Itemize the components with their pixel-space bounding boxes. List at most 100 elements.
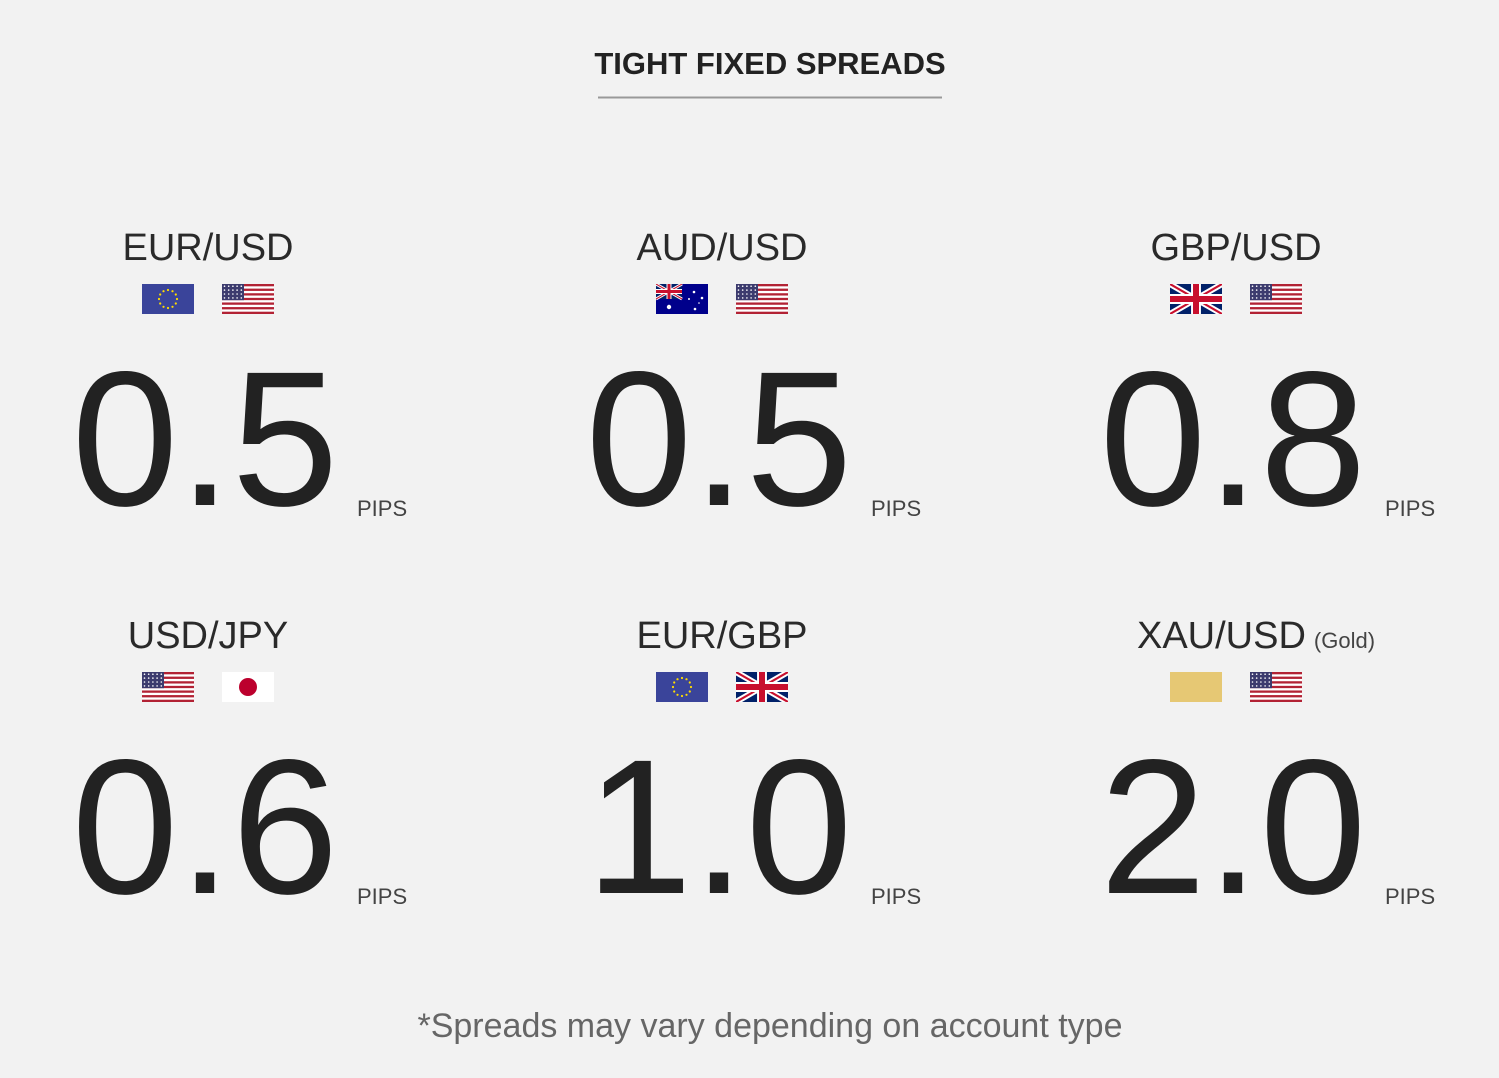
flag-star: [240, 289, 243, 291]
flag-star: [1264, 289, 1266, 291]
pair-name: XAU/USD: [1137, 615, 1306, 657]
flag-star: [673, 690, 676, 693]
flag-stripe: [1250, 307, 1302, 310]
flag-star: [1255, 677, 1258, 679]
spread-value: 0.5: [72, 331, 339, 546]
flag-star: [1260, 673, 1262, 675]
flag-star: [240, 297, 243, 299]
flag-star: [240, 285, 243, 288]
pair-label: XAU/USD (Gold): [1137, 615, 1375, 657]
flag-stripe: [736, 293, 788, 296]
flag-cross-red: [736, 672, 788, 702]
flag-star: [227, 293, 230, 295]
pair-label: GBP/USD: [1150, 227, 1321, 269]
flag-stripe: [736, 286, 788, 289]
pair-name: EUR/GBP: [636, 615, 807, 657]
flag-star: [741, 297, 744, 299]
flag-stripe: [142, 699, 194, 702]
flag-us: [222, 284, 274, 314]
flag-field: [1170, 672, 1222, 702]
flag-star: [162, 290, 165, 293]
flag-star: [1255, 297, 1258, 299]
flag-us: [736, 284, 788, 314]
flag-star: [1260, 293, 1262, 295]
flag-stripe: [1250, 300, 1302, 303]
flag-star: [698, 302, 700, 304]
flag-stripe: [1250, 284, 1302, 287]
flag-stripe: [1250, 695, 1302, 698]
flag-star: [737, 285, 740, 288]
pair-name: GBP/USD: [1150, 227, 1321, 269]
flag-stripe: [1250, 681, 1302, 684]
flag-stripe: [736, 297, 788, 301]
flag-star: [157, 297, 161, 301]
spread-unit: PIPS: [871, 884, 921, 909]
flag-star: [143, 681, 146, 683]
flag-star: [160, 673, 163, 675]
flag-star: [166, 306, 170, 310]
pair-name: EUR/USD: [122, 227, 293, 269]
flag-stripe: [222, 302, 274, 306]
flag-star: [160, 681, 163, 683]
flag-star: [754, 293, 757, 295]
flag-star: [1260, 681, 1262, 683]
flag-star: [750, 285, 752, 288]
flag-star: [1264, 681, 1266, 683]
flag-canton: [222, 284, 244, 301]
flag-star: [688, 681, 691, 684]
spread-unit: PIPS: [357, 496, 407, 521]
flag-us: [1250, 284, 1302, 314]
flag-stripe: [736, 302, 788, 306]
flag-star: [147, 685, 150, 687]
flag-stripe: [736, 309, 788, 312]
flag-star: [673, 681, 676, 684]
flag-stripe: [222, 311, 274, 314]
flag-star: [159, 293, 162, 296]
flag-star: [1268, 289, 1271, 291]
flag-us: [1250, 672, 1302, 702]
flag-star: [689, 685, 693, 689]
flag-stripe: [142, 683, 194, 687]
flag-stripe: [736, 295, 788, 299]
flag-canton: [142, 672, 164, 689]
pair-note: (Gold): [1314, 628, 1375, 653]
spread-value: 0.5: [586, 331, 853, 546]
flag-star: [666, 304, 672, 310]
flag-star: [166, 288, 170, 292]
flag-star: [1268, 673, 1271, 675]
pair-label: EUR/USD: [122, 227, 293, 269]
spread-unit: PIPS: [1385, 496, 1435, 521]
flag-star: [1251, 289, 1254, 291]
pair-label: EUR/GBP: [636, 615, 807, 657]
flag-star: [676, 693, 679, 696]
flag-star: [737, 293, 740, 295]
flag-stripe: [1250, 683, 1302, 687]
flag-stripe: [736, 300, 788, 303]
flag-star: [676, 678, 679, 681]
flag-us: [142, 672, 194, 702]
flag-stripe: [222, 307, 274, 310]
flag-star: [680, 676, 684, 680]
flag-eu: [142, 284, 194, 314]
flag-star: [1268, 293, 1271, 295]
flag-star: [688, 690, 691, 693]
flag-star: [1260, 285, 1262, 288]
flag-stripe: [1250, 690, 1302, 694]
flag-stripe: [142, 681, 194, 684]
flag-star: [1251, 285, 1254, 288]
flag-star: [236, 293, 238, 295]
flag-star: [750, 293, 752, 295]
pair-name: AUD/USD: [636, 227, 807, 269]
flag-star: [223, 293, 226, 295]
flag-uk: [1170, 284, 1222, 314]
flag-stripe: [1250, 304, 1302, 308]
flag-au: [656, 284, 708, 314]
flag-stripe: [142, 695, 194, 698]
flag-star: [1264, 293, 1266, 295]
flag-stripe: [1250, 286, 1302, 289]
flag-stripe: [1250, 297, 1302, 301]
flag-star: [746, 297, 748, 299]
flag-stripe: [142, 688, 194, 691]
flag-star: [754, 297, 757, 299]
